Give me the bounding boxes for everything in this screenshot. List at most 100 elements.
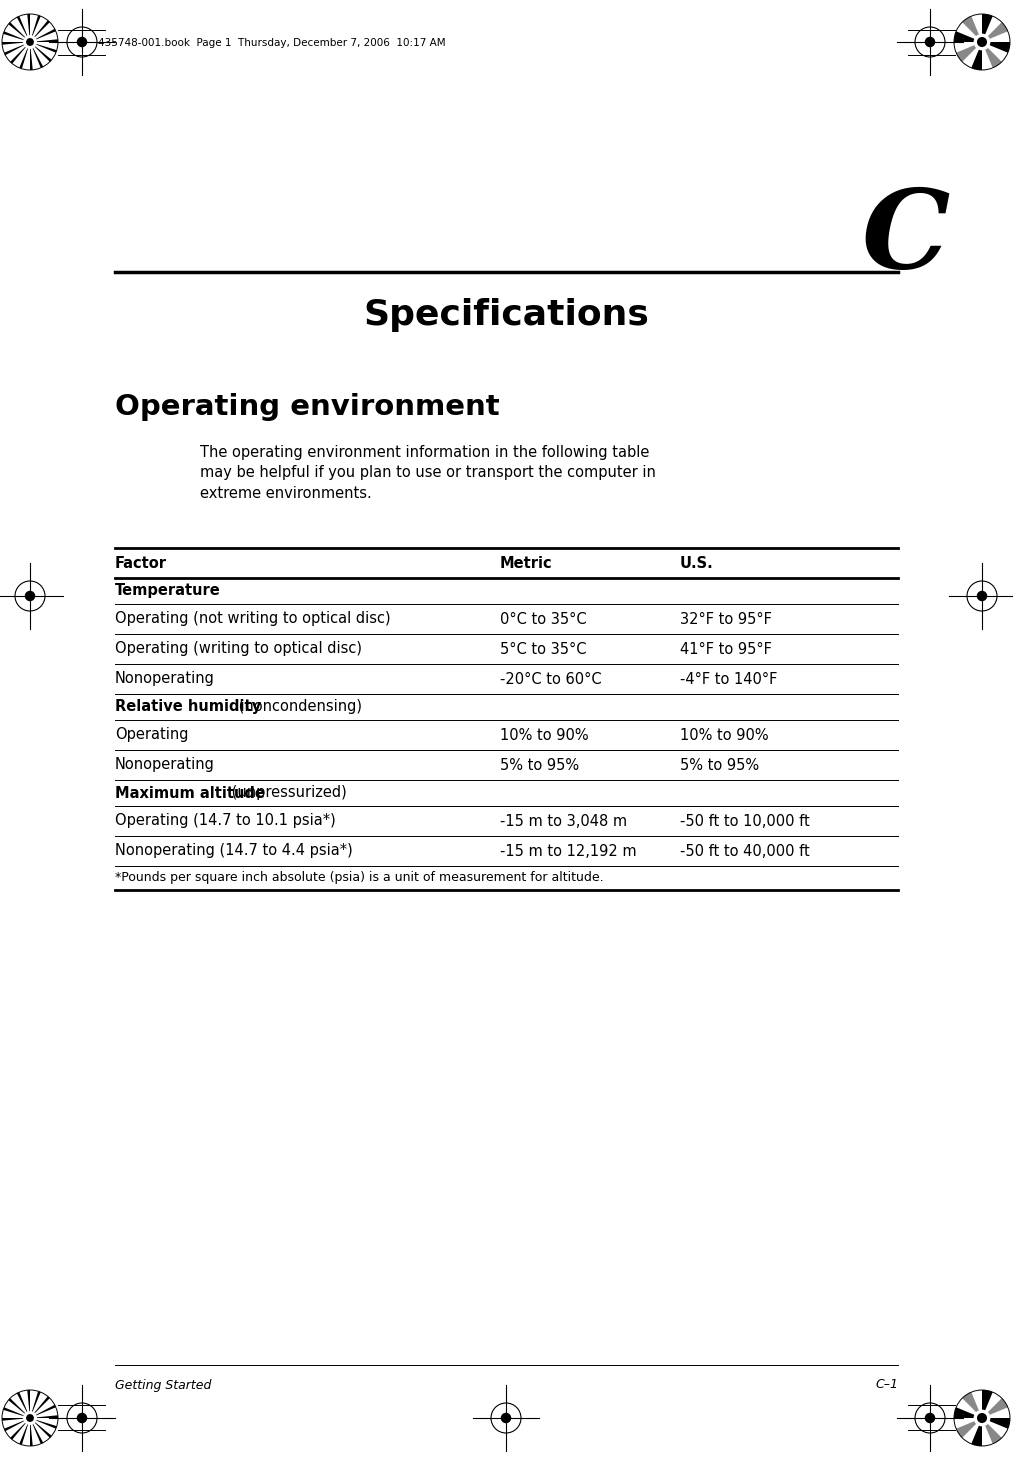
Text: Temperature: Temperature: [115, 583, 221, 598]
Polygon shape: [982, 1390, 993, 1418]
Polygon shape: [30, 1392, 41, 1418]
Polygon shape: [30, 42, 57, 53]
Text: -50 ft to 40,000 ft: -50 ft to 40,000 ft: [680, 844, 809, 858]
Polygon shape: [22, 1390, 30, 1418]
Text: Getting Started: Getting Started: [115, 1379, 212, 1392]
Polygon shape: [30, 1418, 57, 1428]
Polygon shape: [962, 16, 982, 42]
Text: 0°C to 35°C: 0°C to 35°C: [500, 611, 587, 627]
Polygon shape: [17, 16, 30, 42]
Polygon shape: [12, 19, 30, 42]
Polygon shape: [956, 1418, 982, 1437]
Polygon shape: [30, 20, 50, 42]
Polygon shape: [30, 1405, 56, 1418]
Text: U.S.: U.S.: [680, 556, 714, 570]
Text: C: C: [861, 184, 949, 292]
Text: -50 ft to 10,000 ft: -50 ft to 10,000 ft: [680, 813, 809, 829]
Polygon shape: [2, 42, 30, 45]
Polygon shape: [30, 1396, 50, 1418]
Polygon shape: [954, 31, 982, 42]
Polygon shape: [30, 29, 56, 42]
Polygon shape: [30, 34, 58, 42]
Text: Operating (writing to optical disc): Operating (writing to optical disc): [115, 642, 362, 656]
Circle shape: [925, 1412, 935, 1423]
Polygon shape: [3, 42, 30, 50]
Polygon shape: [19, 42, 30, 69]
Circle shape: [977, 37, 987, 47]
Polygon shape: [30, 42, 52, 61]
Text: 32°F to 95°F: 32°F to 95°F: [680, 611, 772, 627]
Text: Nonoperating (14.7 to 4.4 psia*): Nonoperating (14.7 to 4.4 psia*): [115, 844, 353, 858]
Polygon shape: [30, 15, 41, 42]
Text: 5% to 95%: 5% to 95%: [500, 757, 579, 772]
Circle shape: [26, 1414, 33, 1423]
Polygon shape: [3, 1418, 30, 1425]
Polygon shape: [30, 25, 54, 42]
Circle shape: [500, 1412, 512, 1423]
Polygon shape: [30, 1418, 32, 1446]
Polygon shape: [954, 1408, 982, 1418]
Polygon shape: [12, 1395, 30, 1418]
Polygon shape: [27, 1390, 30, 1418]
Text: Relative humidity: Relative humidity: [115, 699, 261, 715]
Text: Operating (not writing to optical disc): Operating (not writing to optical disc): [115, 611, 391, 627]
Polygon shape: [982, 1418, 1002, 1444]
Polygon shape: [30, 1390, 35, 1418]
Polygon shape: [982, 42, 1010, 53]
Polygon shape: [24, 42, 30, 70]
Text: 5% to 95%: 5% to 95%: [680, 757, 759, 772]
Text: Operating (14.7 to 10.1 psia*): Operating (14.7 to 10.1 psia*): [115, 813, 335, 829]
Polygon shape: [7, 42, 30, 60]
Polygon shape: [30, 42, 48, 66]
Polygon shape: [971, 42, 982, 70]
Text: -15 m to 3,048 m: -15 m to 3,048 m: [500, 813, 627, 829]
Polygon shape: [30, 1418, 55, 1434]
Polygon shape: [8, 22, 30, 42]
Circle shape: [973, 1409, 991, 1427]
Text: Operating: Operating: [115, 728, 188, 743]
Text: extreme environments.: extreme environments.: [200, 487, 372, 501]
Polygon shape: [30, 1418, 52, 1437]
Circle shape: [23, 1411, 37, 1425]
Polygon shape: [30, 1415, 58, 1418]
Text: Nonoperating: Nonoperating: [115, 757, 215, 772]
Polygon shape: [982, 42, 1002, 67]
Text: -15 m to 12,192 m: -15 m to 12,192 m: [500, 844, 636, 858]
Polygon shape: [22, 15, 30, 42]
Text: C–1: C–1: [875, 1379, 898, 1392]
Polygon shape: [30, 42, 32, 70]
Circle shape: [77, 37, 87, 47]
Polygon shape: [30, 1418, 44, 1444]
Polygon shape: [3, 31, 30, 42]
Text: The operating environment information in the following table: The operating environment information in…: [200, 444, 649, 459]
Polygon shape: [982, 1418, 1010, 1428]
Text: Metric: Metric: [500, 556, 553, 570]
Text: may be helpful if you plan to use or transport the computer in: may be helpful if you plan to use or tra…: [200, 465, 655, 481]
Polygon shape: [27, 15, 30, 42]
Polygon shape: [982, 22, 1008, 42]
Polygon shape: [30, 1393, 46, 1418]
Polygon shape: [30, 42, 55, 57]
Text: Operating environment: Operating environment: [115, 393, 499, 421]
Text: Maximum altitude: Maximum altitude: [115, 785, 264, 801]
Polygon shape: [30, 42, 38, 70]
Polygon shape: [5, 26, 30, 42]
Polygon shape: [30, 1409, 58, 1418]
Text: *Pounds per square inch absolute (psia) is a unit of measurement for altitude.: *Pounds per square inch absolute (psia) …: [115, 871, 604, 885]
Polygon shape: [7, 1418, 30, 1436]
Polygon shape: [30, 1401, 54, 1418]
Text: 41°F to 95°F: 41°F to 95°F: [680, 642, 772, 656]
Polygon shape: [30, 42, 44, 67]
Text: 10% to 90%: 10% to 90%: [500, 728, 589, 743]
Polygon shape: [2, 37, 30, 42]
Circle shape: [973, 34, 991, 50]
Text: Factor: Factor: [115, 556, 167, 570]
Polygon shape: [10, 42, 30, 64]
Polygon shape: [14, 1418, 30, 1443]
Text: Nonoperating: Nonoperating: [115, 671, 215, 687]
Text: (unpressurized): (unpressurized): [227, 785, 346, 801]
Polygon shape: [14, 42, 30, 67]
Polygon shape: [3, 1408, 30, 1418]
Polygon shape: [30, 18, 46, 42]
Text: -20°C to 60°C: -20°C to 60°C: [500, 671, 602, 687]
